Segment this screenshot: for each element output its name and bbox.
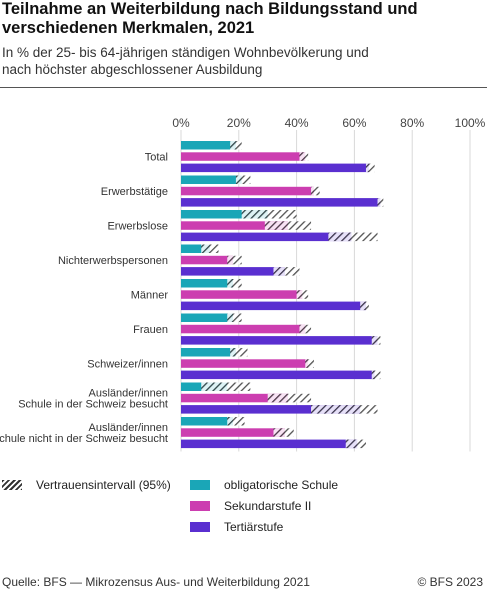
- chart-subtitle: In % der 25- bis 64-jährigen ständigen W…: [2, 44, 482, 78]
- ci-range: [230, 141, 242, 150]
- confidence-intervals: [201, 141, 384, 449]
- ci-range: [371, 336, 381, 345]
- x-tick-label: 60%: [342, 116, 366, 130]
- bar: [181, 186, 314, 196]
- ci-range: [299, 152, 309, 161]
- category-label: Ausländer/innen: [88, 388, 168, 400]
- bar: [181, 221, 288, 230]
- ci-range: [201, 244, 219, 253]
- category-label: Total: [145, 152, 168, 164]
- ci-range: [241, 210, 297, 219]
- ci-range: [311, 405, 378, 414]
- legend-item-tertiar: Tertiärstufe: [190, 520, 283, 534]
- chart-title: Teilnahme an Weiterbildung nach Bildungs…: [2, 0, 482, 38]
- legend-item-sekundar: Sekundarstufe II: [190, 499, 311, 513]
- source-note: Quelle: BFS — Mikrozensus Aus- und Weite…: [2, 575, 310, 589]
- bar: [181, 370, 375, 380]
- bar: [181, 336, 378, 345]
- bar: [181, 428, 286, 437]
- ci-range: [267, 393, 312, 403]
- category-label: Nichterwerbspersonen: [58, 255, 168, 267]
- ci-range: [365, 163, 375, 173]
- legend-item-obligatorische: obligatorische Schule: [190, 478, 338, 492]
- ci-range: [227, 313, 242, 322]
- ci-range: [345, 439, 366, 449]
- ci-range: [264, 221, 312, 230]
- ci-range: [273, 267, 300, 276]
- legend-label-sekundar: Sekundarstufe II: [224, 499, 312, 513]
- x-tick-label: 100%: [455, 116, 486, 130]
- category-label: Schule in der Schweiz besucht: [18, 399, 168, 411]
- bar-chart: 0% 20% 40% 60% 80% 100% Total Erwerbstätige Erw…: [0, 116, 486, 452]
- category-labels: Total Erwerbstätige Erwerbslose Nichterwerb…: [0, 152, 169, 445]
- legend: Vertrauensintervall (95%) obligatorische…: [0, 478, 487, 548]
- bar: [181, 313, 234, 322]
- bar: [181, 210, 268, 219]
- bar: [181, 163, 369, 173]
- legend-swatch-tertiar: [190, 522, 210, 532]
- bar: [181, 152, 306, 161]
- category-label: Ausländer/innen: [88, 422, 168, 434]
- legend-swatch-sekundar: [190, 501, 210, 511]
- title-line-2: verschiedenen Merkmalen, 2021: [2, 19, 255, 37]
- ci-range: [201, 382, 251, 391]
- legend-label-obligatorische: obligatorische Schule: [224, 478, 339, 492]
- category-label: Schweizer/innen: [87, 359, 168, 371]
- copyright-note: © BFS 2023: [417, 575, 483, 589]
- category-label: Erwerbslose: [107, 221, 168, 233]
- ci-range: [360, 301, 369, 311]
- bar: [181, 348, 236, 357]
- ci-range: [230, 348, 248, 357]
- bar: [181, 198, 381, 207]
- bars: [181, 141, 381, 449]
- ci-range: [227, 255, 242, 265]
- ci-range: [227, 279, 242, 288]
- ci-range: [371, 370, 381, 380]
- bar: [181, 359, 309, 368]
- x-tick-label: 20%: [227, 116, 251, 130]
- legend-swatch-ci: [2, 480, 22, 490]
- bar: [181, 267, 286, 276]
- category-label: Frauen: [133, 324, 168, 336]
- title-line-1: Teilnahme an Weiterbildung nach Bildungs…: [2, 0, 418, 18]
- bar: [181, 279, 234, 288]
- bar: [181, 244, 210, 253]
- category-label: Schule nicht in der Schweiz besucht: [0, 433, 168, 445]
- bar: [181, 141, 236, 150]
- bar: [181, 301, 366, 311]
- legend-item-ci: Vertrauensintervall (95%): [2, 478, 171, 492]
- ci-range: [227, 417, 245, 426]
- subtitle-line-2: nach höchster abgeschlossener Ausbildung: [2, 62, 263, 77]
- category-label: Männer: [131, 290, 169, 302]
- x-tick-label: 40%: [285, 116, 309, 130]
- bar: [181, 232, 352, 242]
- ci-range: [311, 186, 320, 196]
- bar: [181, 324, 306, 334]
- subtitle-line-1: In % der 25- bis 64-jährigen ständigen W…: [2, 45, 369, 60]
- ci-range: [235, 175, 251, 184]
- bar: [181, 439, 358, 449]
- ci-range: [296, 290, 309, 299]
- bar: [181, 290, 303, 299]
- x-tick-label: 0%: [172, 116, 190, 130]
- x-tick-label: 80%: [400, 116, 424, 130]
- ci-range: [273, 428, 294, 437]
- bar: [181, 417, 234, 426]
- ci-range: [328, 232, 378, 242]
- bar: [181, 255, 234, 265]
- ci-range: [299, 324, 312, 334]
- ci-range: [305, 359, 314, 368]
- bar: [181, 393, 288, 403]
- bar: [181, 175, 242, 184]
- header-divider: [0, 87, 487, 88]
- category-label: Erwerbstätige: [101, 186, 168, 198]
- bar: [181, 405, 361, 414]
- legend-label-ci: Vertrauensintervall (95%): [36, 478, 171, 492]
- legend-swatch-obligatorische: [190, 480, 210, 490]
- x-tick-labels: 0% 20% 40% 60% 80% 100%: [172, 116, 485, 130]
- legend-label-tertiar: Tertiärstufe: [224, 520, 284, 534]
- ci-range: [377, 198, 384, 207]
